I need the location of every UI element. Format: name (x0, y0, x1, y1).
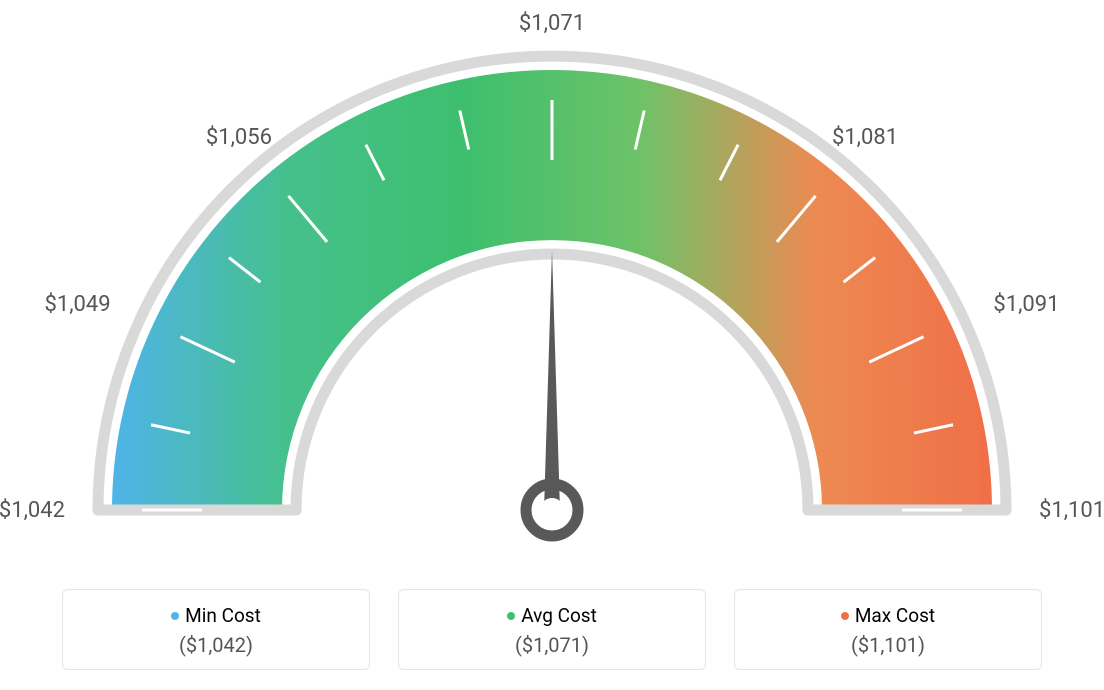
legend-dot-max (841, 612, 849, 620)
legend-value-avg: ($1,071) (399, 633, 705, 657)
legend-label-avg: Avg Cost (521, 604, 597, 627)
gauge-chart: $1,042 $1,049 $1,056 $1,071 $1,081 $1,091 $1,1… (0, 0, 1104, 560)
legend-label-max: Max Cost (855, 604, 935, 627)
legend-dot-avg (507, 612, 515, 620)
legend-card-max: Max Cost ($1,101) (734, 589, 1042, 670)
legend-card-avg: Avg Cost ($1,071) (398, 589, 706, 670)
legend-dot-min (171, 612, 179, 620)
legend-title-min: Min Cost (63, 604, 369, 627)
legend-card-min: Min Cost ($1,042) (62, 589, 370, 670)
svg-text:$1,042: $1,042 (0, 498, 65, 523)
legend-label-min: Min Cost (185, 604, 261, 627)
legend-title-max: Max Cost (735, 604, 1041, 627)
svg-text:$1,049: $1,049 (44, 292, 110, 317)
svg-text:$1,071: $1,071 (519, 11, 585, 36)
svg-text:$1,091: $1,091 (993, 292, 1059, 317)
legend-row: Min Cost ($1,042) Avg Cost ($1,071) Max … (0, 589, 1104, 670)
legend-title-avg: Avg Cost (399, 604, 705, 627)
legend-value-max: ($1,101) (735, 633, 1041, 657)
svg-text:$1,081: $1,081 (832, 125, 898, 150)
legend-value-min: ($1,042) (63, 633, 369, 657)
svg-text:$1,101: $1,101 (1039, 498, 1104, 523)
svg-text:$1,056: $1,056 (206, 125, 272, 150)
